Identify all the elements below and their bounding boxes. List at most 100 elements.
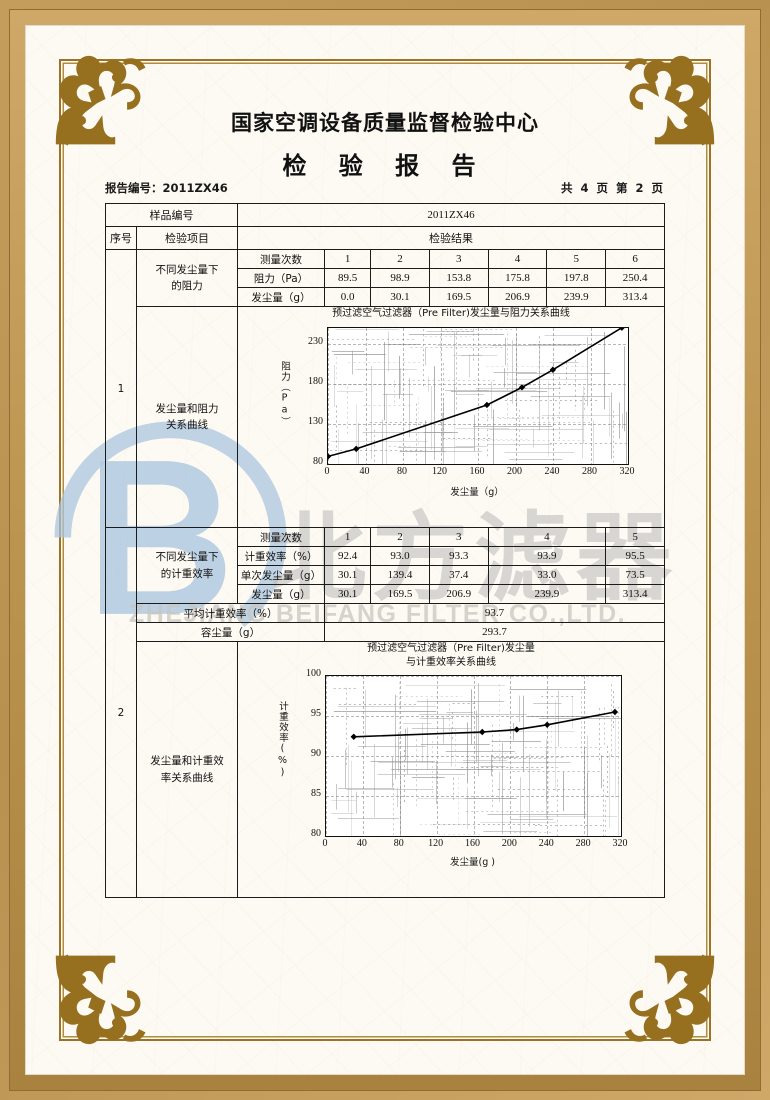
- row-item-efficiency-line2: 的计重效率: [160, 567, 214, 580]
- chart-2-ylabel: 计重效率(%): [277, 701, 288, 779]
- organization-title: 国家空调设备质量监督检验中心: [231, 111, 539, 135]
- dust-value-1-6: 313.4: [605, 287, 665, 307]
- chart-2-plot-area: [325, 675, 622, 837]
- efficiency-value-4: 93.9: [487, 546, 607, 566]
- avg-efficiency-label: 平均计重效率（%）: [136, 603, 325, 623]
- dust-label-2: 发尘量（g）: [237, 584, 325, 604]
- chart-2-title-line2: 与计重效率关系曲线: [406, 656, 496, 668]
- y-tick-label: 85: [311, 788, 321, 799]
- row-item-resistance: 不同发尘量下 的阻力: [136, 249, 238, 307]
- x-tick-label: 280: [575, 838, 591, 849]
- y-tick-label: 80: [311, 828, 321, 839]
- table-row-avg-efficiency: 平均计重效率（%） 93.7: [106, 603, 665, 623]
- chart-1: 预过滤空气过滤器（Pre Filter)发尘量与阻力关系曲线 阻力（Pa） 发尘…: [245, 307, 657, 527]
- capacity-value: 293.7: [324, 622, 665, 642]
- page-indicator: 共 4 页 第 2 页: [560, 181, 665, 195]
- measure-num-2-2: 2: [370, 527, 430, 547]
- chart-1-plot-holder: 阻力（Pa） 发尘量（g） 80 130 180 230 0 40 80 120 160 200 2…: [245, 323, 657, 501]
- y-tick-label: 180: [308, 375, 323, 387]
- dust-value-1-2: 30.1: [370, 287, 430, 307]
- table-row-measure-count-1: 1 不同发尘量下 的阻力 测量次数 1 2 3 4 5 6: [105, 249, 665, 528]
- report-number: 报告编号：2011ZX46: [105, 181, 228, 195]
- table-row-measure-count-2: 2 不同发尘量下 的计重效率 测量次数 1 2 3 4 5: [105, 527, 665, 898]
- y-tick-label: 90: [311, 748, 321, 759]
- measure-count-label-1: 测量次数: [237, 249, 325, 269]
- single-dust-value-4: 33.0: [487, 565, 607, 585]
- dust-value-2-1: 30.1: [323, 584, 372, 604]
- x-tick-label: 120: [432, 465, 447, 477]
- measure-num-1-2: 2: [370, 249, 430, 269]
- resistance-value-6: 250.4: [605, 268, 665, 288]
- efficiency-label: 计重效率（%）: [237, 546, 325, 566]
- chart-1-title: 预过滤空气过滤器（Pre Filter)发尘量与阻力关系曲线: [332, 308, 570, 319]
- title-block: 国家空调设备质量监督检验中心 检 验 报 告: [25, 107, 745, 181]
- efficiency-value-2: 93.0: [370, 546, 430, 566]
- row-item-curve-1: 发尘量和阻力 关系曲线: [136, 306, 238, 528]
- y-tick-label: 130: [308, 415, 323, 427]
- dust-value-2-2: 169.5: [370, 584, 430, 604]
- corner-ornament-top-right-icon: [617, 45, 725, 153]
- chart-1-ylabel: 阻力（Pa）: [279, 360, 290, 427]
- document-page: 北方滤器 ZHEJIANG BEIFANG FILTER CO.,LTD. 国家…: [25, 25, 745, 1075]
- row-item-curve-1-line1: 发尘量和阻力: [155, 402, 219, 415]
- row-item-curve-2-line1: 发尘量和计重效: [150, 755, 224, 768]
- efficiency-value-3: 93.3: [428, 546, 489, 566]
- resistance-label: 阻力（Pa）: [237, 268, 325, 288]
- inspection-result-table: 样品编号 2011ZX46 序号 检验项目 检验结果 1 不同发尘量下 的阻力: [105, 203, 665, 898]
- measure-num-1-3: 3: [428, 249, 489, 269]
- chart-cell-1: 预过滤空气过滤器（Pre Filter)发尘量与阻力关系曲线 阻力（Pa） 发尘…: [237, 306, 665, 528]
- resistance-value-5: 197.8: [546, 268, 607, 288]
- measure-count-label-2: 测量次数: [237, 527, 325, 547]
- col-header-item: 检验项目: [136, 226, 238, 250]
- chart-1-xlabel: 发尘量（g）: [450, 486, 504, 498]
- measure-num-1-1: 1: [323, 249, 372, 269]
- x-tick-label: 80: [397, 465, 407, 477]
- corner-ornament-bottom-right-icon: [617, 947, 725, 1055]
- x-tick-label: 160: [465, 838, 480, 849]
- table-row-chart-1: 发尘量和阻力 关系曲线 预过滤空气过滤器（Pre Filter)发尘量与阻力关系…: [106, 306, 665, 528]
- resistance-value-3: 153.8: [428, 268, 489, 288]
- x-tick-label: 40: [359, 465, 370, 477]
- table-row-sample-no: 样品编号 2011ZX46: [105, 203, 665, 227]
- table-row-dust-1: 发尘量（g） 0.0 30.1 169.5 206.9 239.9 313.4: [106, 287, 665, 307]
- chart-1-plot-area: [327, 326, 629, 465]
- measure-num-2-1: 1: [323, 527, 372, 547]
- row-item-curve-2: 发尘量和计重效 率关系曲线: [136, 641, 238, 898]
- measure-num-1-5: 5: [546, 249, 607, 269]
- x-tick-label: 320: [619, 465, 635, 477]
- row-item-resistance-line1: 不同发尘量下: [155, 263, 219, 276]
- y-tick-label: 80: [313, 455, 323, 467]
- col-header-result: 检验结果: [237, 226, 665, 250]
- chart-2-plot-holder: 计重效率(%) 发尘量(g ) 80 85 90 95 100 0 40 80 120 160 20…: [245, 668, 657, 876]
- single-dust-value-5: 73.5: [605, 565, 665, 585]
- x-tick-label: 120: [428, 838, 444, 849]
- dust-value-2-4: 239.9: [487, 584, 607, 604]
- chart-2-xlabel: 发尘量(g ): [450, 857, 495, 868]
- x-tick-label: 200: [507, 465, 522, 477]
- row-item-efficiency-line1: 不同发尘量下: [155, 551, 219, 564]
- dust-label-1: 发尘量（g）: [237, 287, 325, 307]
- chart-2-title: 预过滤空气过滤器（Pre Filter)发尘量 与计重效率关系曲线: [245, 642, 657, 669]
- efficiency-value-1: 92.4: [323, 546, 372, 566]
- avg-efficiency-value: 93.7: [324, 603, 665, 623]
- row-index-1: 1: [105, 249, 137, 528]
- chart-2-title-line1: 预过滤空气过滤器（Pre Filter)发尘量: [367, 643, 535, 654]
- x-tick-label: 240: [538, 838, 554, 849]
- resistance-value-2: 98.9: [370, 268, 430, 288]
- report-content: 国家空调设备质量监督检验中心 检 验 报 告 报告编号：2011ZX46 共 4…: [25, 25, 745, 1075]
- chart-2: 预过滤空气过滤器（Pre Filter)发尘量 与计重效率关系曲线 计重效率(%…: [245, 642, 657, 897]
- dust-value-2-3: 206.9: [428, 584, 489, 604]
- row-item-resistance-line2: 的阻力: [171, 280, 203, 292]
- corner-ornament-top-left-icon: [45, 45, 153, 153]
- dust-value-1-5: 239.9: [546, 287, 607, 307]
- table-row-single-dust: 单次发尘量（g） 30.1 139.4 37.4 33.0 73.5: [106, 565, 665, 585]
- measure-num-1-4: 4: [487, 249, 548, 269]
- col-header-index: 序号: [105, 226, 137, 250]
- y-tick-label: 95: [311, 708, 321, 719]
- table-row-capacity: 容尘量（g） 293.7: [106, 622, 665, 642]
- x-tick-label: 200: [501, 838, 517, 849]
- single-dust-label: 单次发尘量（g）: [237, 565, 325, 585]
- x-tick-label: 320: [612, 838, 628, 849]
- single-dust-value-1: 30.1: [323, 565, 372, 585]
- x-tick-label: 240: [544, 465, 560, 477]
